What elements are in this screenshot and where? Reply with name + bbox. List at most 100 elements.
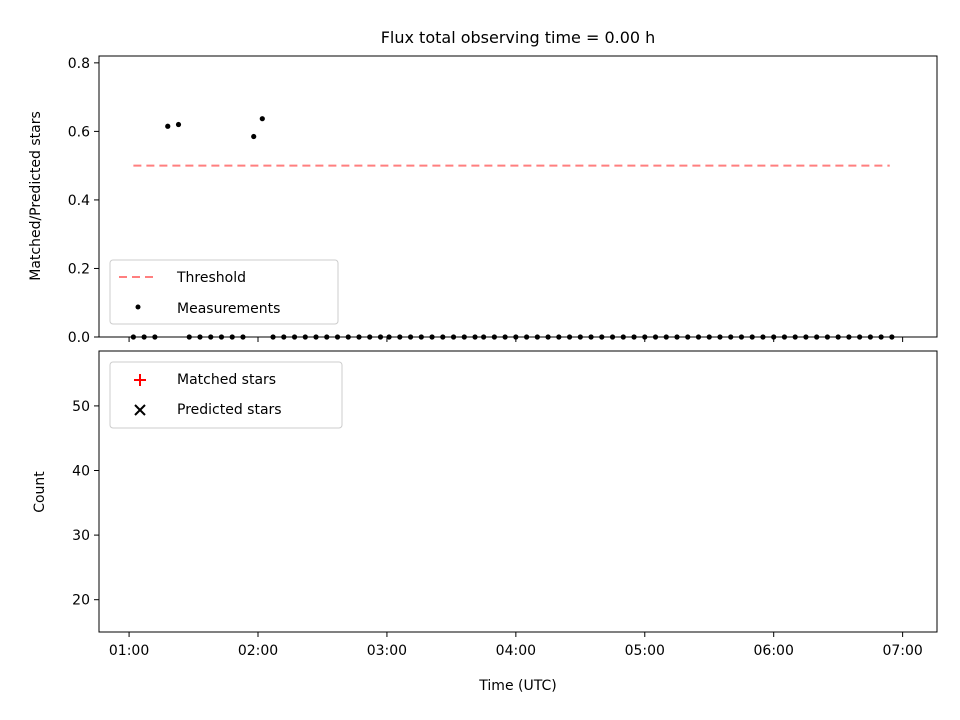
x-tick-label: 04:00 [496, 643, 536, 659]
x-tick-label: 06:00 [754, 643, 794, 659]
measurement-point [377, 334, 384, 340]
measurement-point [620, 334, 626, 340]
predicted-legend-marker [134, 404, 146, 416]
measurement-point [324, 334, 330, 340]
measurement-point [418, 334, 424, 340]
x-axis-label: Time (UTC) [478, 678, 556, 694]
measurement-point [749, 334, 755, 340]
measurement-point [534, 334, 540, 340]
measurement-point [835, 334, 841, 340]
measurement-point [386, 334, 392, 340]
bottom-axis-ticks: 01:00 02:00 03:00 04:00 05:00 06:00 07:00 20 30 4… [72, 399, 923, 659]
measurement-point [334, 334, 341, 340]
measurement-point [165, 123, 171, 129]
measurement-point [523, 334, 530, 340]
measurement-point [738, 334, 745, 340]
measurement-point [240, 334, 246, 340]
y-tick-label: 50 [72, 399, 90, 415]
measurement-point [367, 334, 373, 340]
measurement-point [450, 334, 457, 340]
measurement-point [407, 334, 414, 340]
measurement-point [792, 334, 798, 340]
measurement-point [760, 334, 766, 340]
measurement-point [186, 334, 192, 340]
measurement-point [857, 334, 863, 340]
bottom-panel: 01:00 02:00 03:00 04:00 05:00 06:00 07:00 20 30 4… [32, 350, 938, 694]
measurement-point [846, 334, 852, 340]
y-tick-label: 40 [72, 464, 90, 480]
measurement-point [717, 334, 723, 340]
chart-title: Flux total observing time = 0.00 h [381, 28, 656, 47]
measurement-point [513, 334, 519, 340]
y-tick-label: 30 [72, 528, 90, 544]
y-tick-label: 0.2 [68, 261, 90, 277]
measurement-point [867, 334, 873, 340]
measurement-point [588, 334, 594, 340]
measurement-point [663, 334, 669, 340]
measurements-legend-label: Measurements [177, 301, 280, 317]
top-panel: 0.00.20.40.60.8 Matched/Predicted stars … [28, 55, 938, 346]
measurement-point [577, 334, 583, 340]
top-axis-ticks: 0.0 0.2 0.4 0.6 0.8 [68, 56, 904, 346]
measurement-point [674, 334, 680, 340]
measurement-point [345, 334, 351, 340]
top-legend-box [109, 259, 339, 325]
measurement-point [291, 334, 298, 340]
top-legend: Threshold Measurements [109, 259, 339, 325]
measurement-point [556, 334, 562, 340]
measurement-point [429, 334, 435, 340]
measurement-point [197, 334, 203, 340]
x-tick-label: 03:00 [367, 643, 407, 659]
measurement-point [302, 334, 308, 340]
measurement-point [440, 334, 446, 340]
measurement-point [728, 334, 734, 340]
measurement-point [281, 334, 287, 340]
x-tick-label: 05:00 [625, 643, 665, 659]
matched-legend-marker [134, 374, 146, 386]
measurement-point [566, 334, 573, 340]
measurement-point [141, 334, 147, 340]
bottom-y-axis-label: Count [32, 471, 48, 513]
measurement-point [642, 334, 648, 340]
x-tick-label: 07:00 [882, 643, 922, 659]
measurement-points [130, 116, 895, 340]
threshold-legend-label: Threshold [176, 270, 246, 286]
y-tick-label: 0.6 [68, 124, 90, 140]
measurements-legend-marker [135, 304, 141, 310]
matched-legend-label: Matched stars [177, 372, 276, 388]
measurement-point [313, 334, 319, 340]
measurement-point [771, 334, 777, 340]
measurement-point [814, 334, 820, 340]
measurement-point [461, 334, 467, 340]
measurement-point [545, 334, 551, 340]
measurement-point [152, 334, 158, 340]
bottom-legend: Matched stars Predicted stars [109, 361, 343, 429]
y-tick-label: 0.8 [68, 56, 90, 72]
measurement-point [889, 334, 895, 340]
y-tick-label: 20 [72, 593, 90, 609]
measurement-point [130, 334, 136, 340]
measurement-point [175, 121, 182, 128]
measurement-point [472, 334, 478, 340]
measurement-point [685, 334, 691, 340]
measurement-point [824, 334, 831, 340]
top-y-axis-label: Matched/Predicted stars [28, 111, 44, 281]
y-tick-label: 0.0 [68, 330, 90, 346]
y-tick-label: 0.4 [68, 193, 90, 209]
measurement-point [803, 334, 809, 340]
measurement-point [631, 334, 637, 340]
measurement-point [781, 334, 788, 340]
x-tick-label: 01:00 [109, 643, 149, 659]
measurement-point [695, 334, 702, 340]
measurement-point [397, 334, 403, 340]
predicted-legend-label: Predicted stars [177, 402, 282, 418]
x-tick-label: 02:00 [238, 643, 278, 659]
measurement-point [270, 334, 276, 340]
measurement-point [706, 334, 712, 340]
bottom-legend-box [109, 361, 343, 429]
bottom-plot-frame [98, 350, 938, 633]
measurement-point [599, 334, 605, 340]
measurement-point [259, 116, 265, 122]
measurement-point [356, 334, 362, 340]
